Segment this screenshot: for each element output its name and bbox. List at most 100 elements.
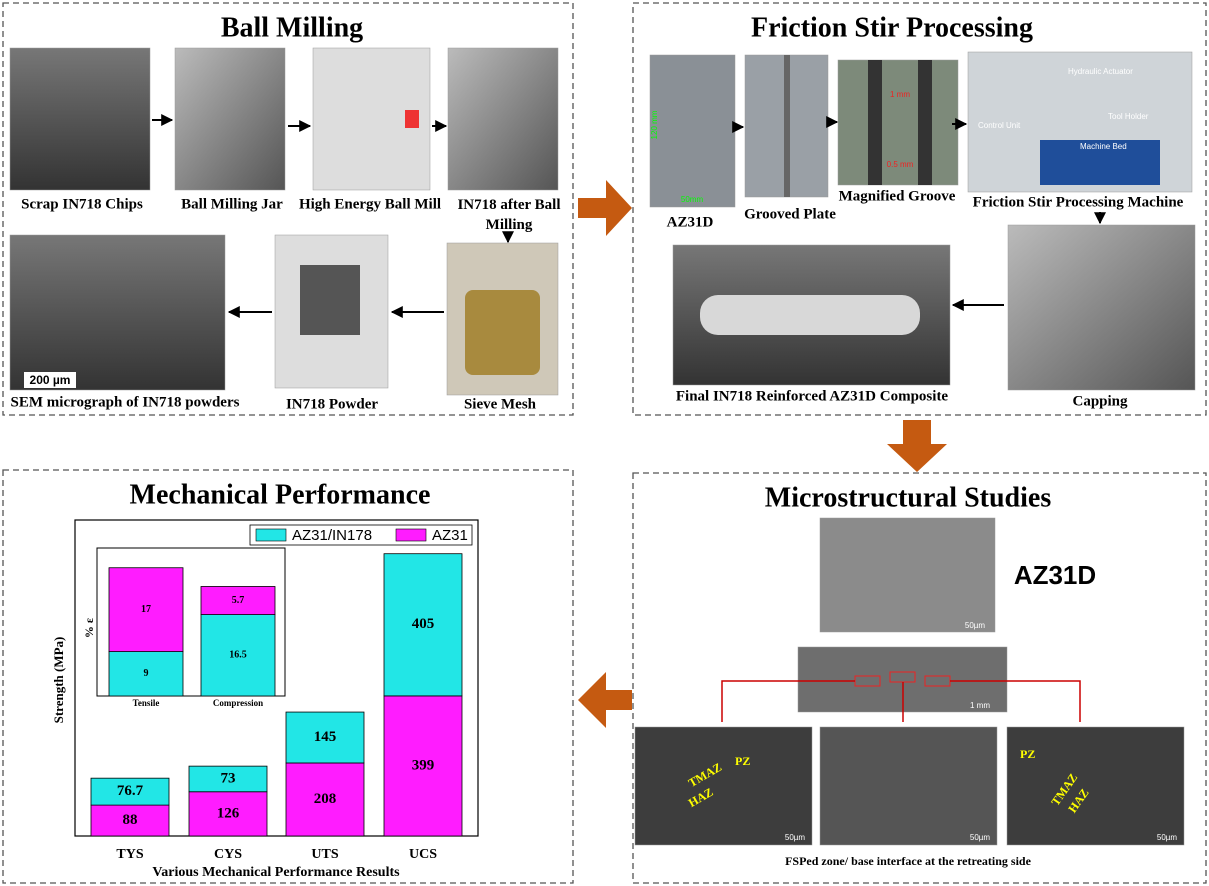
caption: Final IN718 Reinforced AZ31D Composite bbox=[676, 388, 949, 404]
caption: Capping bbox=[1072, 393, 1128, 409]
inset-y-label: % ε bbox=[82, 618, 96, 638]
scale-bar: 50µm bbox=[965, 621, 986, 630]
photo-detail bbox=[784, 55, 790, 197]
value-label: 76.7 bbox=[117, 783, 144, 799]
connector bbox=[721, 680, 1081, 722]
scale-bar: 50µm bbox=[970, 833, 991, 842]
value-label: 17 bbox=[141, 604, 151, 615]
panel-frame bbox=[632, 2, 1207, 416]
scale-bar: 200 µm bbox=[30, 373, 71, 387]
panel-title: Ball Milling bbox=[221, 12, 363, 43]
panel-title: Friction Stir Processing bbox=[751, 12, 1033, 43]
bar-segment bbox=[200, 586, 276, 615]
caption: Friction Stir Processing Machine bbox=[973, 194, 1184, 210]
bar-segment bbox=[188, 791, 268, 837]
legend-swatch bbox=[255, 528, 287, 542]
micrograph bbox=[1006, 726, 1185, 846]
micrograph bbox=[819, 517, 996, 633]
panel-frame bbox=[2, 2, 574, 416]
value-label: 73 bbox=[221, 770, 236, 786]
bar-segment bbox=[90, 777, 170, 806]
annotation: Tool Holder bbox=[1108, 112, 1149, 121]
bar-segment bbox=[285, 711, 365, 764]
photo-detail bbox=[868, 60, 882, 185]
x-tick-label: UTS bbox=[311, 847, 338, 862]
bar-segment bbox=[383, 695, 463, 837]
legend-label: AZ31/IN178 bbox=[292, 527, 372, 544]
sample-label: AZ31D bbox=[1014, 560, 1096, 590]
scale-bar-box bbox=[24, 372, 76, 388]
caption: SEM micrograph of IN718 powders bbox=[11, 394, 240, 410]
value-label: 126 bbox=[217, 805, 240, 821]
caption: Scrap IN718 Chips bbox=[21, 196, 143, 212]
value-label: 399 bbox=[412, 757, 435, 773]
y-axis-label: Strength (MPa) bbox=[51, 637, 66, 724]
panel-frame bbox=[2, 469, 574, 884]
annotation: Machine Bed bbox=[1080, 142, 1127, 151]
caption: Ball Milling Jar bbox=[181, 196, 283, 212]
value-label: 88 bbox=[123, 812, 138, 828]
caption: High Energy Ball Mill bbox=[299, 196, 441, 212]
bar-segment bbox=[188, 765, 268, 793]
annotation: 0.5 mm bbox=[887, 160, 914, 169]
bar-segment bbox=[108, 567, 184, 653]
annotation: 120 mm bbox=[650, 110, 659, 139]
caption: IN718 Powder bbox=[286, 396, 378, 412]
scale-bar: 1 mm bbox=[970, 701, 990, 710]
x-tick-label: TYS bbox=[116, 847, 143, 862]
bar-segment bbox=[200, 614, 276, 697]
micrograph bbox=[634, 726, 813, 846]
panel-frame bbox=[632, 472, 1207, 884]
caption: Magnified Groove bbox=[839, 188, 956, 204]
zone-label: PZ bbox=[1020, 747, 1035, 761]
annotation: 1 mm bbox=[890, 90, 910, 99]
value-label: 208 bbox=[314, 791, 337, 807]
photo bbox=[9, 47, 151, 191]
photo-detail bbox=[405, 110, 419, 128]
inset-x-tick-label: Tensile bbox=[133, 698, 160, 708]
flow-arrow bbox=[887, 420, 947, 472]
scale-bar: 50µm bbox=[1157, 833, 1178, 842]
panel-title: Microstructural Studies bbox=[765, 482, 1052, 513]
photo bbox=[9, 234, 226, 391]
annotation: 50mm bbox=[681, 195, 704, 204]
caption: FSPed zone/ base interface at the retrea… bbox=[785, 854, 1032, 868]
flow-arrow bbox=[578, 180, 632, 236]
photo-detail bbox=[465, 290, 540, 375]
value-label: 5.7 bbox=[232, 595, 245, 606]
value-label: 405 bbox=[412, 616, 435, 632]
x-axis-label: Various Mechanical Performance Results bbox=[152, 865, 400, 880]
bar-segment bbox=[108, 651, 184, 697]
caption: Grooved Plate bbox=[744, 206, 836, 222]
annotation: Control Unit bbox=[978, 121, 1021, 130]
micrograph bbox=[819, 726, 998, 846]
chart-title: Mechanical Performance bbox=[130, 479, 431, 510]
x-tick-label: UCS bbox=[409, 847, 437, 862]
zone-label: PZ bbox=[735, 754, 750, 768]
inset-x-tick-label: Compression bbox=[213, 698, 263, 708]
annotation: Hydraulic Actuator bbox=[1068, 67, 1133, 76]
legend-label: AZ31 bbox=[432, 527, 468, 544]
scale-bar: 50µm bbox=[785, 833, 806, 842]
value-label: 9 bbox=[144, 668, 149, 679]
bar-segment bbox=[90, 804, 170, 837]
photo bbox=[649, 54, 736, 208]
bar-segment bbox=[383, 553, 463, 697]
photo-detail bbox=[700, 295, 920, 335]
x-tick-label: CYS bbox=[214, 847, 242, 862]
flow-arrow bbox=[578, 672, 632, 728]
plot-frame bbox=[74, 519, 479, 837]
photo-detail bbox=[918, 60, 932, 185]
photo bbox=[447, 47, 559, 191]
caption: IN718 after Ball Milling bbox=[457, 197, 561, 233]
value-label: 16.5 bbox=[229, 650, 247, 661]
caption: Sieve Mesh bbox=[464, 396, 537, 412]
photo-detail bbox=[1040, 140, 1160, 185]
photo bbox=[174, 47, 286, 191]
photo bbox=[1007, 224, 1196, 391]
bar-segment bbox=[285, 762, 365, 837]
photo-detail bbox=[300, 265, 360, 335]
photo bbox=[837, 59, 959, 186]
